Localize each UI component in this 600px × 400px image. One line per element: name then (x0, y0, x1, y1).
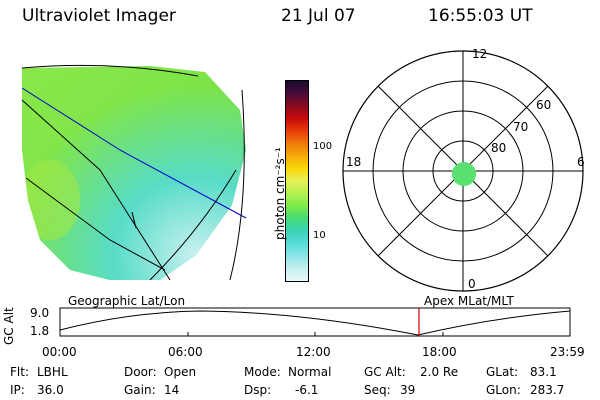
mlt-label-0: 0 (468, 277, 476, 291)
timeline-ytick-top: 9.0 (30, 306, 50, 320)
mlt-label-18: 18 (346, 155, 362, 169)
glon-label: GLon: (486, 383, 521, 397)
timeline-ytick-bottom: 1.8 (30, 324, 50, 338)
instrument-title: Ultraviolet Imager (22, 6, 176, 26)
flt-value: LBHL (37, 365, 68, 379)
polar-plot (342, 50, 584, 292)
colorbar-unit-label: photon cm⁻²s⁻¹ (273, 147, 287, 240)
gain-label: Gain: (124, 383, 156, 397)
mlt-label-12: 12 (472, 47, 488, 61)
dsp-label: Dsp: (244, 383, 272, 397)
gain-value: 14 (164, 383, 180, 397)
colorbar (285, 80, 309, 282)
door-value: Open (164, 365, 197, 379)
flt-label: Flt: (10, 365, 29, 379)
observation-time: 16:55:03 UT (428, 6, 533, 26)
timeline-plot (59, 307, 571, 337)
seq-value: 39 (400, 383, 416, 397)
colorbar-tick-100: 100 (313, 141, 333, 152)
seq-label: Seq: (364, 383, 391, 397)
door-label: Door: (124, 365, 157, 379)
observation-date: 21 Jul 07 (281, 6, 356, 26)
timeline-xtick-1: 06:00 (168, 345, 203, 359)
ip-label: IP: (10, 383, 25, 397)
lat-label-60: 60 (536, 98, 552, 112)
gcalt-value: 2.0 Re (420, 365, 459, 379)
timeline-xtick-3: 18:00 (422, 345, 457, 359)
mode-value: Normal (288, 365, 332, 379)
lat-label-80: 80 (491, 141, 507, 155)
colorbar-tick-10: 10 (313, 230, 326, 241)
timeline-right-label: Apex MLat/MLT (424, 294, 514, 308)
glat-label: GLat: (486, 365, 519, 379)
dsp-value: -6.1 (295, 383, 319, 397)
glon-value: 283.7 (530, 383, 565, 397)
timeline-xtick-4: 23:59 (550, 345, 585, 359)
glat-value: 83.1 (530, 365, 557, 379)
ip-value: 36.0 (37, 383, 64, 397)
polar-emission-patch (452, 162, 476, 186)
timeline-left-label: Geographic Lat/Lon (68, 294, 186, 308)
mlt-label-6: 6 (577, 155, 585, 169)
gcalt-label: GC Alt: (364, 365, 406, 379)
lat-label-70: 70 (513, 120, 529, 134)
mode-label: Mode: (244, 365, 281, 379)
timeline-xtick-2: 12:00 (296, 345, 331, 359)
timeline-xtick-0: 00:00 (42, 345, 77, 359)
timeline-ylabel: GC Alt (2, 307, 16, 345)
